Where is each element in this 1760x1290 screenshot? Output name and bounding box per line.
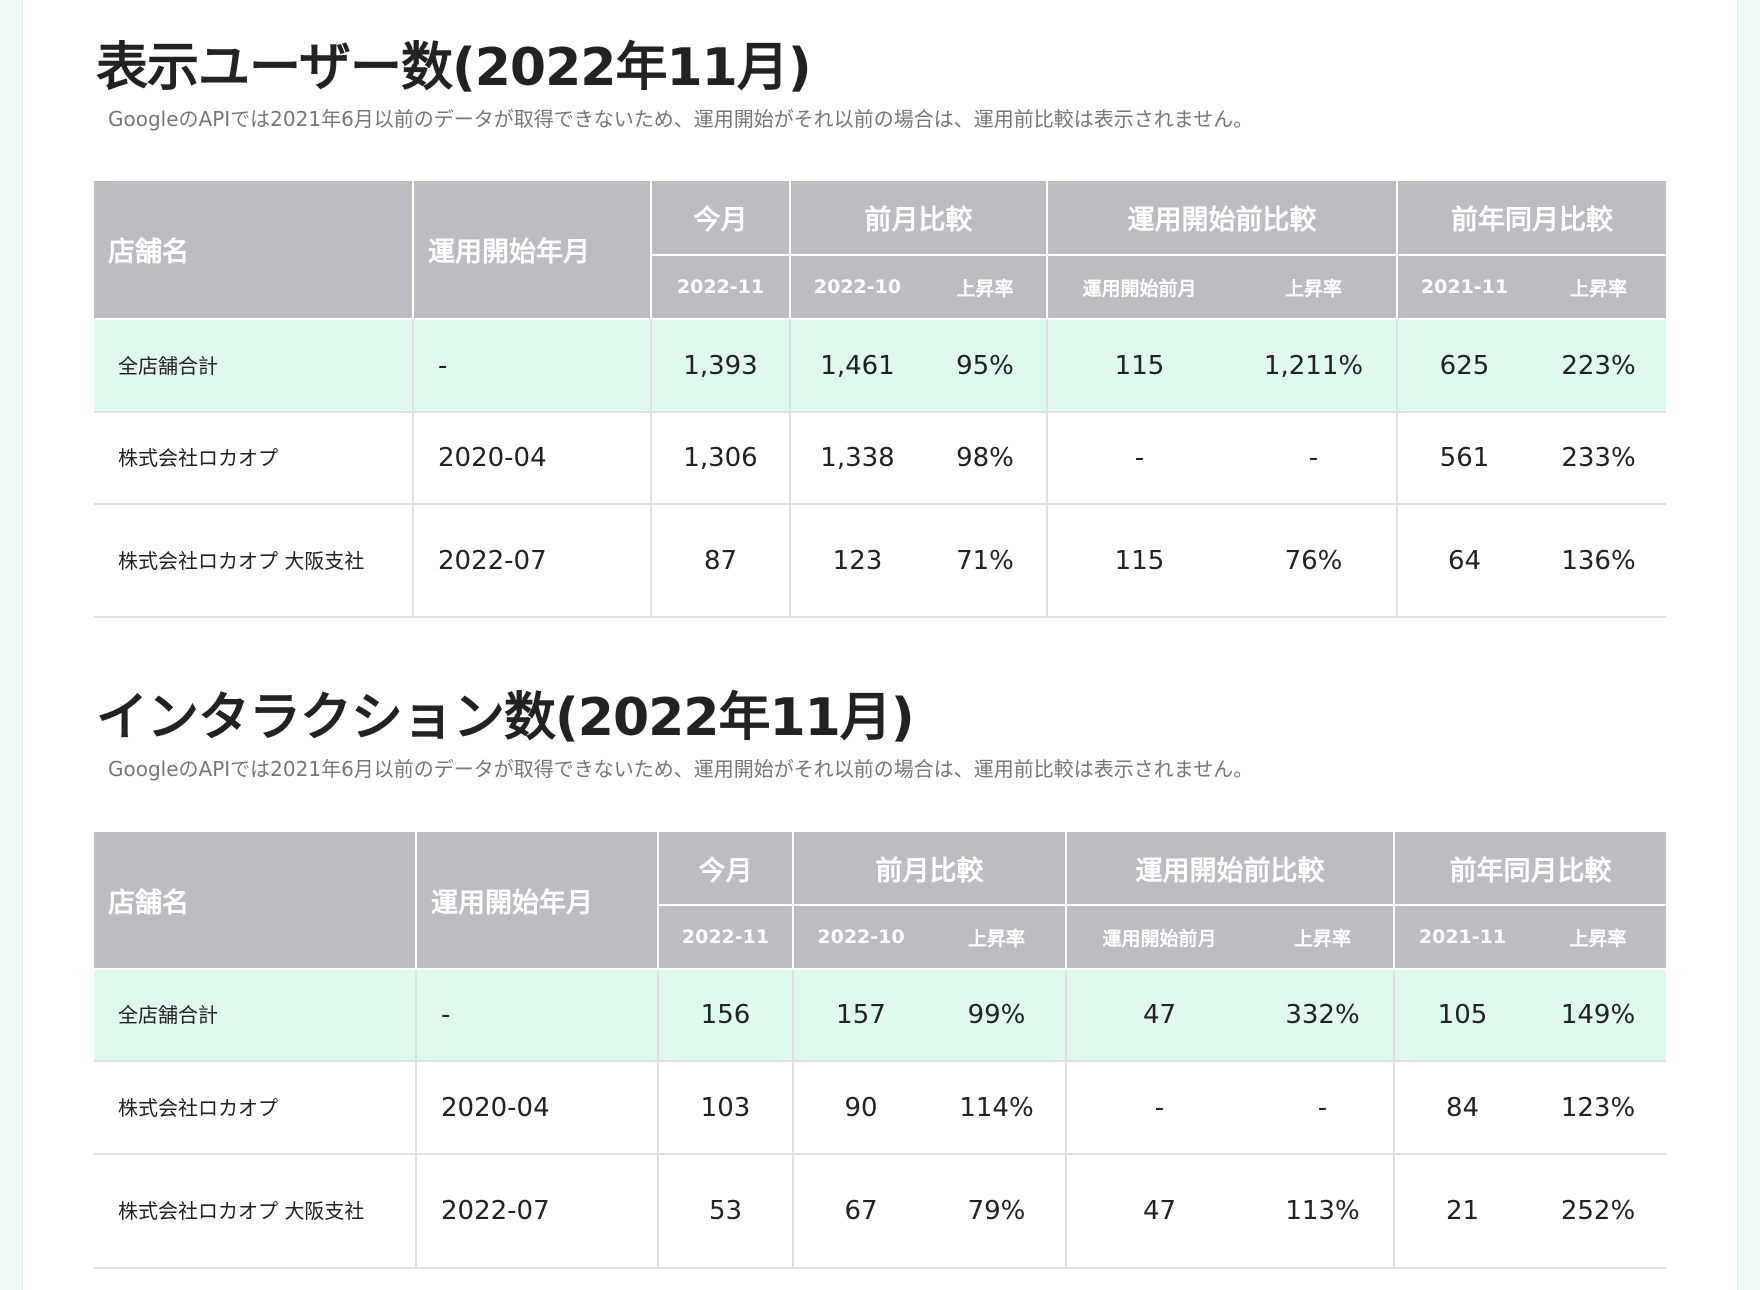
prev-year-value: 21	[1393, 1154, 1530, 1269]
pre-start-rate: -	[1252, 1061, 1395, 1155]
prev-year-value: 625	[1396, 319, 1531, 413]
prev-month-value: 67	[792, 1154, 928, 1269]
header-prev-year-comparison: 前年同月比較	[1393, 832, 1666, 906]
this-month-value: 53	[657, 1154, 794, 1269]
prev-year-value: 64	[1396, 504, 1531, 618]
display-users-table: 店舗名 運用開始年月 今月 前月比較 運用開始前比較 前年同月比較 2022-1…	[94, 181, 1666, 618]
table-row: 株式会社ロカオプ 2020-04 1,306 1,338 98% - - 561…	[94, 412, 1666, 505]
prev-month-value: 1,461	[789, 319, 924, 413]
pre-start-rate: 1,211%	[1231, 319, 1398, 413]
this-month-value: 1,306	[650, 412, 791, 505]
prev-year-rate: 136%	[1531, 504, 1666, 618]
this-month-value: 87	[650, 504, 791, 618]
pre-start-rate: 332%	[1252, 969, 1395, 1062]
prev-month-rate: 95%	[924, 319, 1048, 413]
header-prev-year-comparison: 前年同月比較	[1396, 181, 1666, 256]
subheader-pre-start-rate: 上昇率	[1252, 905, 1395, 970]
table-row: 株式会社ロカオプ 大阪支社 2022-07 53 67 79% 47 113% …	[94, 1154, 1666, 1269]
subheader-prev-month: 2022-10	[792, 905, 928, 970]
pre-start-value: -	[1065, 1061, 1252, 1155]
subheader-prev-year-rate: 上昇率	[1531, 255, 1666, 320]
prev-month-value: 90	[792, 1061, 928, 1155]
prev-month-rate: 79%	[928, 1154, 1067, 1269]
subheader-prev-year-rate: 上昇率	[1530, 905, 1666, 970]
prev-year-rate: 233%	[1531, 412, 1666, 505]
header-prev-month-comparison: 前月比較	[789, 181, 1048, 256]
prev-month-value: 157	[792, 969, 928, 1062]
prev-month-rate: 98%	[924, 412, 1048, 505]
store-name: 株式会社ロカオプ	[94, 412, 414, 505]
store-name: 株式会社ロカオプ 大阪支社	[94, 1154, 417, 1269]
pre-start-value: 115	[1046, 319, 1231, 413]
header-start-month: 運用開始年月	[412, 181, 652, 320]
table-row: 株式会社ロカオプ 大阪支社 2022-07 87 123 71% 115 76%…	[94, 504, 1666, 618]
api-limitation-note: GoogleのAPIでは2021年6月以前のデータが取得できないため、運用開始が…	[108, 757, 1254, 781]
start-month: 2022-07	[412, 504, 652, 618]
interactions-table: 店舗名 運用開始年月 今月 前月比較 運用開始前比較 前年同月比較 2022-1…	[94, 832, 1666, 1269]
subheader-pre-start-month: 運用開始前月	[1065, 905, 1252, 970]
prev-month-value: 1,338	[789, 412, 924, 505]
prev-month-rate: 71%	[924, 504, 1048, 618]
this-month-value: 103	[657, 1061, 794, 1155]
prev-year-rate: 149%	[1530, 969, 1666, 1062]
header-store-name: 店舗名	[94, 181, 414, 320]
start-month: 2020-04	[412, 412, 652, 505]
prev-month-value: 123	[789, 504, 924, 618]
prev-year-value: 561	[1396, 412, 1531, 505]
prev-month-rate: 99%	[928, 969, 1067, 1062]
header-this-month: 今月	[650, 181, 791, 256]
prev-year-value: 105	[1393, 969, 1530, 1062]
prev-month-rate: 114%	[928, 1061, 1067, 1155]
prev-year-value: 84	[1393, 1061, 1530, 1155]
api-limitation-note: GoogleのAPIでは2021年6月以前のデータが取得できないため、運用開始が…	[108, 107, 1254, 131]
section-title: インタラクション数(2022年11月)	[96, 688, 915, 748]
table-row: 株式会社ロカオプ 2020-04 103 90 114% - - 84 123%	[94, 1061, 1666, 1155]
subheader-prev-month: 2022-10	[789, 255, 924, 320]
subheader-pre-start-rate: 上昇率	[1231, 255, 1398, 320]
header-store-name: 店舗名	[94, 832, 417, 970]
header-prev-month-comparison: 前月比較	[792, 832, 1067, 906]
report-page: 表示ユーザー数(2022年11月) GoogleのAPIでは2021年6月以前の…	[22, 0, 1738, 1290]
start-month: -	[412, 319, 652, 413]
header-start-month: 運用開始年月	[415, 832, 659, 970]
subheader-pre-start-month: 運用開始前月	[1046, 255, 1231, 320]
this-month-value: 156	[657, 969, 794, 1062]
subheader-prev-year-month: 2021-11	[1396, 255, 1531, 320]
pre-start-rate: -	[1231, 412, 1398, 505]
subheader-this-month: 2022-11	[651, 255, 791, 320]
store-name: 全店舗合計	[94, 969, 417, 1062]
subheader-prev-month-rate: 上昇率	[924, 255, 1048, 320]
pre-start-value: -	[1046, 412, 1231, 505]
start-month: 2022-07	[415, 1154, 659, 1269]
header-pre-start-comparison: 運用開始前比較	[1046, 181, 1398, 256]
section-title: 表示ユーザー数(2022年11月)	[96, 38, 812, 98]
prev-year-rate: 223%	[1531, 319, 1666, 413]
header-this-month: 今月	[657, 832, 794, 906]
store-name: 全店舗合計	[94, 319, 414, 413]
this-month-value: 1,393	[650, 319, 791, 413]
start-month: -	[415, 969, 659, 1062]
pre-start-rate: 76%	[1231, 504, 1398, 618]
table-row-total: 全店舗合計 - 1,393 1,461 95% 115 1,211% 625 2…	[94, 319, 1666, 413]
subheader-prev-year-month: 2021-11	[1393, 905, 1530, 970]
header-pre-start-comparison: 運用開始前比較	[1065, 832, 1395, 906]
pre-start-value: 115	[1046, 504, 1231, 618]
table-row-total: 全店舗合計 - 156 157 99% 47 332% 105 149%	[94, 969, 1666, 1062]
start-month: 2020-04	[415, 1061, 659, 1155]
prev-year-rate: 252%	[1530, 1154, 1666, 1269]
prev-year-rate: 123%	[1530, 1061, 1666, 1155]
store-name: 株式会社ロカオプ 大阪支社	[94, 504, 414, 618]
pre-start-value: 47	[1065, 969, 1252, 1062]
subheader-this-month: 2022-11	[658, 905, 794, 970]
pre-start-value: 47	[1065, 1154, 1252, 1269]
pre-start-rate: 113%	[1252, 1154, 1395, 1269]
subheader-prev-month-rate: 上昇率	[928, 905, 1067, 970]
store-name: 株式会社ロカオプ	[94, 1061, 417, 1155]
